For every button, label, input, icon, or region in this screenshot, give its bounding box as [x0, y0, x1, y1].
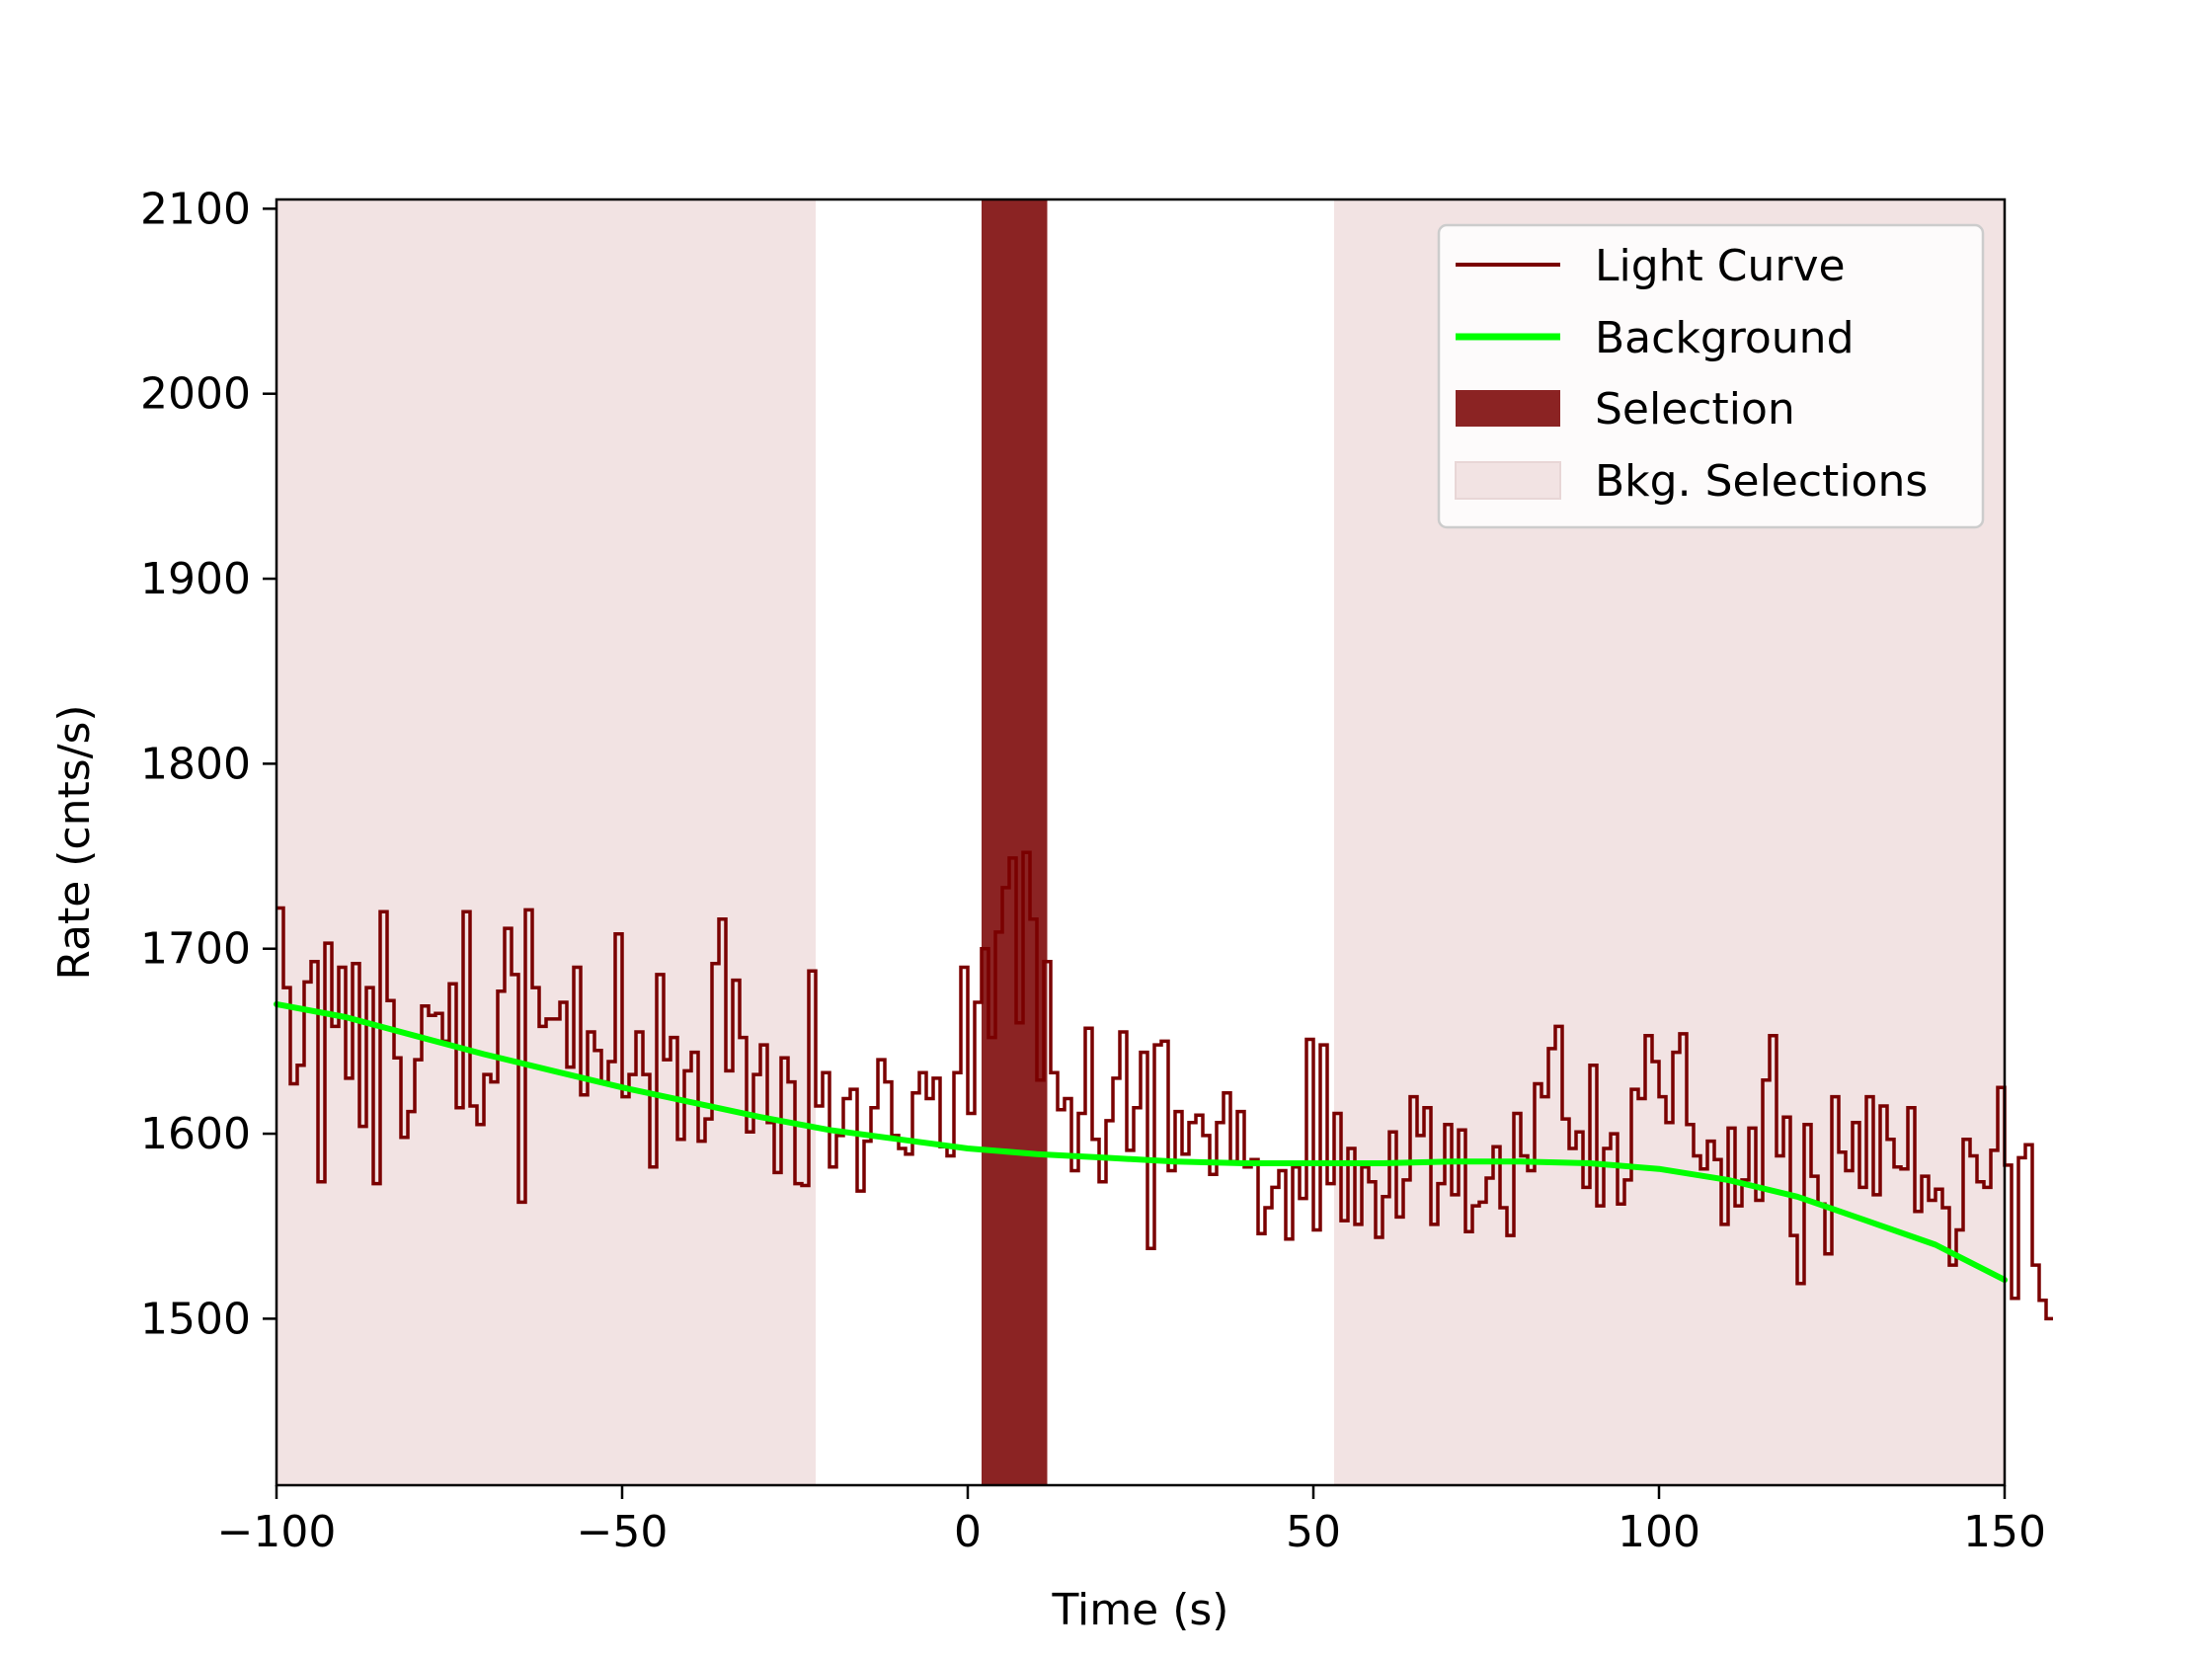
x-axis: −100 −50 0 50 100 150: [217, 1485, 2046, 1557]
y-axis-label: Rate (cnts/s): [49, 704, 100, 980]
legend-box: [1437, 223, 1985, 529]
plot-frame: [275, 198, 2007, 1487]
x-tick-label: −50: [577, 1507, 669, 1557]
background-curve-layer: [274, 1000, 2008, 1284]
y-tick-label: 2100: [140, 184, 251, 234]
selection-region: [982, 199, 1048, 1485]
y-tick-label: 1900: [140, 554, 251, 604]
legend-swatch: [1456, 390, 1560, 427]
x-tick-label: 0: [954, 1507, 982, 1557]
y-tick-label: 2000: [140, 369, 251, 420]
x-axis-label: Time (s): [1052, 1585, 1229, 1635]
legend-swatch: [1455, 461, 1561, 500]
x-tick-label: −100: [217, 1507, 337, 1557]
legend-label: Bkg. Selections: [1595, 456, 1928, 507]
x-tick-label: 50: [1286, 1507, 1341, 1557]
background-series: [274, 1000, 2008, 1284]
x-tick-label: 150: [1963, 1507, 2046, 1557]
light-curve-series: [276, 850, 2053, 1321]
y-axis: 1500 1600 1700 1800 1900 2000 2100: [140, 184, 276, 1344]
legend: Light Curve Background Selection Bkg. Selec…: [1437, 223, 1985, 529]
bkg-selection-region: [276, 199, 816, 1485]
y-tick-label: 1800: [140, 739, 251, 789]
y-tick-label: 1600: [140, 1109, 251, 1159]
legend-label: Light Curve: [1595, 241, 1846, 291]
y-tick-label: 1700: [140, 924, 251, 975]
light-curve-layer: [276, 850, 2053, 1321]
selection-layer: [982, 199, 1048, 1485]
y-tick-label: 1500: [140, 1294, 251, 1344]
x-tick-label: 100: [1618, 1507, 1700, 1557]
legend-label: Background: [1595, 313, 1855, 363]
legend-label: Selection: [1595, 384, 1795, 434]
